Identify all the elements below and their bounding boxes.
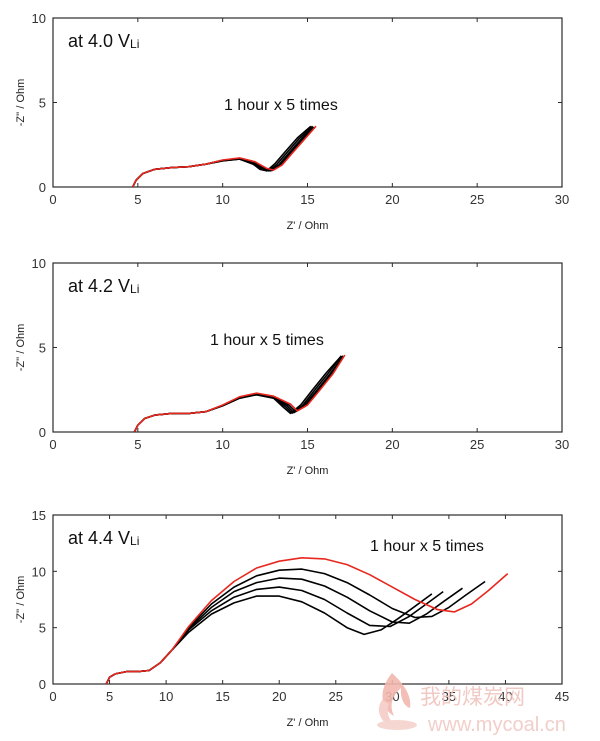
x-tick-label: 10 bbox=[159, 689, 173, 704]
watermark-logo-text: 我的煤炭网 bbox=[420, 686, 525, 709]
y-tick-label: 10 bbox=[32, 256, 46, 271]
panel-label: at 4.0 VLi bbox=[68, 31, 139, 51]
x-tick-label: 25 bbox=[329, 689, 343, 704]
panel-label-subscript: Li bbox=[130, 534, 139, 548]
x-axis-title: Z' / Ohm bbox=[287, 465, 329, 477]
x-tick-label: 5 bbox=[106, 689, 113, 704]
panel-label: at 4.4 VLi bbox=[68, 528, 139, 548]
chart-panel-b: 0 5 10 15 20 25 30 0 5 10 Z' / Ohm -Z'' / Ohm at 4.2… bbox=[15, 256, 569, 477]
series-line-5 bbox=[105, 557, 509, 685]
x-tick-label: 10 bbox=[215, 437, 229, 452]
y-tick-label: 0 bbox=[39, 425, 46, 440]
y-tick-label: 10 bbox=[32, 564, 46, 579]
cycle-annotation: 1 hour x 5 times bbox=[224, 97, 338, 114]
watermark: 我的煤炭网 www.mycoal.cn bbox=[377, 673, 566, 736]
panel-label-main: at 4.4 V bbox=[68, 528, 130, 548]
x-tick-label: 10 bbox=[215, 192, 229, 207]
x-tick-label: 20 bbox=[272, 689, 286, 704]
x-tick-label: 5 bbox=[134, 437, 141, 452]
y-axis-title: -Z'' / Ohm bbox=[15, 324, 27, 372]
series-line-3 bbox=[131, 126, 314, 188]
cycle-annotation: 1 hour x 5 times bbox=[210, 332, 324, 349]
chart-panel-c: 051015202530354045051015Z' / Ohm-Z'' / O… bbox=[15, 508, 569, 729]
y-axis-title: -Z'' / Ohm bbox=[15, 576, 27, 624]
y-tick-label: 0 bbox=[39, 180, 46, 195]
x-tick-label: 20 bbox=[385, 437, 399, 452]
y-tick-label: 5 bbox=[39, 96, 46, 111]
x-tick-label: 15 bbox=[300, 192, 314, 207]
panel-label-main: at 4.0 V bbox=[68, 31, 130, 51]
x-tick-label: 40 bbox=[498, 689, 512, 704]
x-tick-label: 25 bbox=[470, 192, 484, 207]
watermark-url: www.mycoal.cn bbox=[427, 714, 566, 736]
x-tick-label: 45 bbox=[555, 689, 569, 704]
x-tick-label: 25 bbox=[470, 437, 484, 452]
x-tick-label: 0 bbox=[49, 689, 56, 704]
x-tick-label: 5 bbox=[134, 192, 141, 207]
series-line-1 bbox=[133, 355, 342, 433]
x-tick-label: 0 bbox=[49, 192, 56, 207]
series-line-5 bbox=[133, 354, 346, 433]
series-line-5 bbox=[131, 125, 317, 188]
series-line-4 bbox=[131, 126, 315, 188]
x-tick-label: 35 bbox=[442, 689, 456, 704]
x-tick-label: 30 bbox=[555, 192, 569, 207]
x-tick-label: 30 bbox=[555, 437, 569, 452]
x-axis-title: Z' / Ohm bbox=[287, 717, 329, 729]
panel-label-subscript: Li bbox=[130, 282, 139, 296]
y-tick-label: 15 bbox=[32, 508, 46, 523]
series-line-4 bbox=[105, 568, 486, 685]
y-tick-label: 10 bbox=[32, 11, 46, 26]
x-tick-label: 15 bbox=[300, 437, 314, 452]
chart-panel-a: 0 5 10 15 20 25 30 0 5 10 Z' / Ohm -Z'' / Ohm at 4.0… bbox=[15, 11, 569, 232]
plot-frame bbox=[52, 514, 563, 685]
series-line-2 bbox=[105, 586, 444, 685]
series-line-1 bbox=[105, 593, 433, 685]
x-tick-label: 15 bbox=[215, 689, 229, 704]
series-line-3 bbox=[105, 577, 463, 685]
y-axis-title: -Z'' / Ohm bbox=[15, 79, 27, 127]
x-axis-title: Z' / Ohm bbox=[287, 220, 329, 232]
cycle-annotation: 1 hour x 5 times bbox=[370, 538, 484, 555]
y-tick-label: 5 bbox=[39, 621, 46, 636]
eis-panels: 0 5 10 15 20 25 30 0 5 10 Z' / Ohm -Z'' / Ohm at 4.0… bbox=[15, 11, 569, 729]
panel-label-main: at 4.2 V bbox=[68, 276, 130, 296]
flame-logo-icon bbox=[377, 673, 417, 730]
x-tick-label: 20 bbox=[385, 192, 399, 207]
x-tick-label: 0 bbox=[49, 437, 56, 452]
panel-label-subscript: Li bbox=[130, 37, 139, 51]
panel-label: at 4.2 VLi bbox=[68, 276, 139, 296]
y-tick-label: 0 bbox=[39, 677, 46, 692]
y-tick-label: 5 bbox=[39, 341, 46, 356]
